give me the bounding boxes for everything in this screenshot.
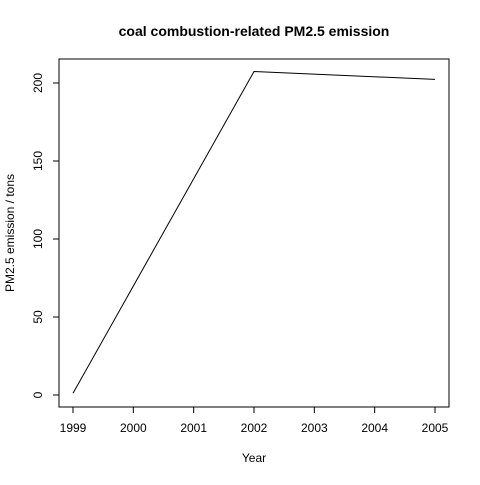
x-tick-label: 1999 <box>60 421 87 435</box>
y-tick-label: 0 <box>31 391 45 398</box>
plot-frame <box>59 59 449 407</box>
y-axis-label: PM2.5 emission / tons <box>3 174 17 292</box>
y-tick-label: 50 <box>31 310 45 324</box>
series-line <box>73 72 435 394</box>
x-axis: 1999 2000 2001 2002 2003 2004 2005 <box>60 407 449 435</box>
y-tick-label: 100 <box>31 229 45 249</box>
y-tick-label: 200 <box>31 73 45 93</box>
x-tick-label: 2001 <box>180 421 207 435</box>
x-tick-label: 2002 <box>241 421 268 435</box>
y-axis: 0 50 100 150 200 <box>31 73 59 399</box>
x-tick-label: 2003 <box>301 421 328 435</box>
series-group <box>73 71 435 393</box>
y-tick-label: 150 <box>31 151 45 171</box>
x-tick-label: 2004 <box>361 421 388 435</box>
x-tick-label: 2005 <box>422 421 449 435</box>
x-axis-label: Year <box>242 451 266 465</box>
chart-title: coal combustion-related PM2.5 emission <box>119 23 390 39</box>
x-tick-label: 2000 <box>120 421 147 435</box>
